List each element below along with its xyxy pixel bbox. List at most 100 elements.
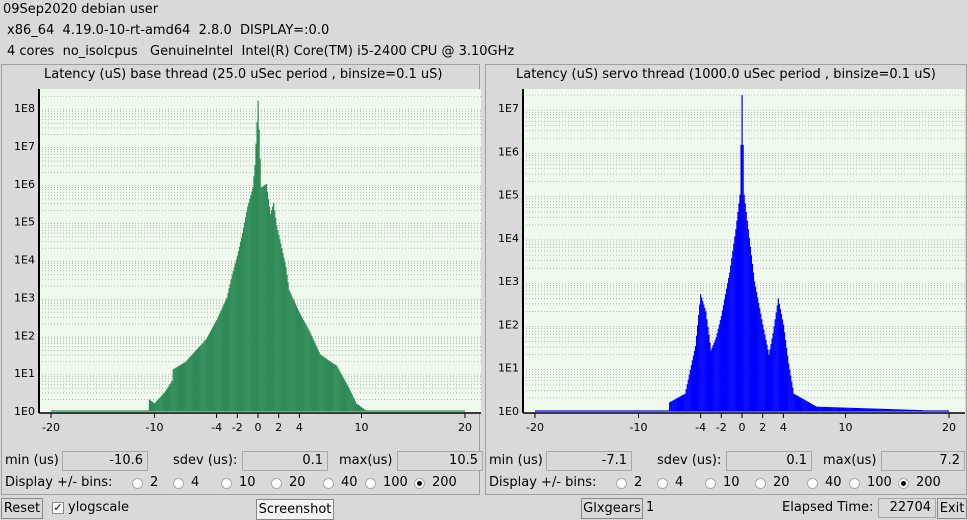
histogram-bar: [164, 392, 166, 411]
bins-radio-4[interactable]: [173, 478, 184, 489]
histogram-bar: [328, 361, 331, 411]
histogram-bar: [317, 349, 319, 411]
histogram-bar: [806, 401, 808, 411]
x-tick-label: -2: [716, 421, 727, 434]
bottom-toolbar: Reset ✓ ylogscale Screenshot Glxgears 1 …: [0, 497, 968, 520]
histogram-bar: [259, 158, 261, 411]
histogram-bar: [779, 308, 781, 411]
y-tick-label: 1E3: [14, 291, 35, 304]
histogram-bar: [313, 340, 315, 411]
glxgears-button[interactable]: Glxgears: [581, 498, 643, 519]
bins-radio-200[interactable]: [414, 478, 425, 489]
bins-label: Display +/- bins:: [5, 475, 113, 490]
bins-radio-20[interactable]: [271, 478, 282, 489]
histogram-bar: [790, 375, 792, 411]
bins-radio-100[interactable]: [365, 478, 376, 489]
histogram-bar: [758, 302, 760, 411]
histogram-bar: [718, 324, 720, 411]
bins-radio-2[interactable]: [132, 478, 143, 489]
histogram-bar: [154, 403, 156, 411]
reset-button[interactable]: Reset: [1, 498, 43, 519]
histogram-bar: [906, 409, 908, 411]
histogram-bar: [244, 222, 246, 411]
histogram-bar: [897, 409, 899, 411]
histogram-bar: [241, 233, 244, 411]
histogram-bar: [885, 408, 887, 411]
histogram-bar: [788, 363, 790, 411]
histogram-bar: [160, 396, 162, 411]
bins-radio-2[interactable]: [616, 478, 627, 489]
bins-radio-20[interactable]: [755, 478, 766, 489]
histogram-bar: [311, 336, 313, 411]
histogram-bar: [717, 328, 719, 411]
histogram-bar: [890, 409, 892, 411]
histogram-bar: [786, 347, 788, 411]
histogram-bar: [307, 327, 309, 411]
histogram-bar: [185, 361, 187, 411]
ylogscale-checkbox[interactable]: ✓: [52, 501, 64, 514]
histogram-bar: [761, 319, 763, 411]
histogram-bar: [161, 395, 163, 411]
histogram-bar: [732, 250, 734, 411]
histogram-bar: [674, 399, 676, 411]
histogram-bar: [336, 365, 338, 411]
bins-radio-10[interactable]: [705, 478, 716, 489]
histogram-bar: [803, 399, 805, 411]
histogram-bar: [669, 402, 671, 411]
histogram-bar: [805, 400, 807, 411]
histogram-bar: [847, 407, 849, 411]
histogram-bar: [673, 400, 675, 411]
glxgears-count: 1: [646, 500, 655, 515]
histogram-bar: [765, 339, 767, 411]
histogram-bar: [740, 144, 742, 411]
histogram-bar: [816, 406, 818, 411]
histogram-bar: [229, 283, 231, 411]
y-tick-label: 1E6: [14, 178, 35, 191]
bins-radio-label: 20: [773, 475, 790, 490]
histogram-bar: [870, 408, 873, 411]
x-tick-label: -4: [211, 421, 222, 434]
bins-radio-4[interactable]: [657, 478, 668, 489]
histogram-bar: [286, 274, 288, 411]
bins-radio-10[interactable]: [221, 478, 232, 489]
histogram-bar: [764, 334, 766, 411]
histogram-bar: [882, 408, 884, 411]
bins-radio-40[interactable]: [807, 478, 818, 489]
histogram-bar: [350, 392, 352, 411]
histogram-bar: [167, 387, 169, 411]
histogram-bar: [875, 408, 877, 411]
histogram-bar: [150, 401, 153, 411]
histogram-bar: [257, 100, 259, 412]
histogram-bar: [762, 324, 764, 411]
histogram-bar: [909, 409, 911, 411]
histogram-bar: [752, 272, 755, 411]
bins-radio-100[interactable]: [849, 478, 860, 489]
histogram-bar: [345, 382, 347, 411]
x-tick-label: -4: [695, 421, 706, 434]
histogram-bar: [355, 403, 358, 411]
histogram-bar: [871, 408, 874, 411]
x-tick-label: -10: [630, 421, 648, 434]
histogram-bar: [865, 408, 867, 411]
histogram-bar: [808, 402, 810, 411]
histogram-bar: [839, 407, 842, 411]
exit-button[interactable]: Exit: [937, 498, 967, 519]
histogram-bar: [184, 362, 186, 411]
histogram-bar: [148, 399, 151, 411]
screenshot-button[interactable]: Screenshot: [256, 499, 334, 520]
bins-radio-200[interactable]: [898, 478, 909, 489]
histogram-bar: [228, 288, 230, 411]
histogram-bar: [772, 333, 774, 411]
host-date-line: 09Sep2020 debian user: [3, 2, 159, 17]
histogram-bar: [361, 407, 363, 411]
histogram-bar: [329, 361, 332, 411]
histogram-bar: [321, 355, 323, 411]
histogram-bar: [774, 319, 776, 411]
histogram-bar: [722, 305, 725, 411]
histogram-bar: [828, 407, 830, 411]
bins-radio-40[interactable]: [323, 478, 334, 489]
histogram-bar: [239, 242, 242, 411]
histogram-bar: [166, 388, 168, 411]
histogram-bar: [769, 349, 771, 411]
histogram-bar: [306, 325, 308, 411]
